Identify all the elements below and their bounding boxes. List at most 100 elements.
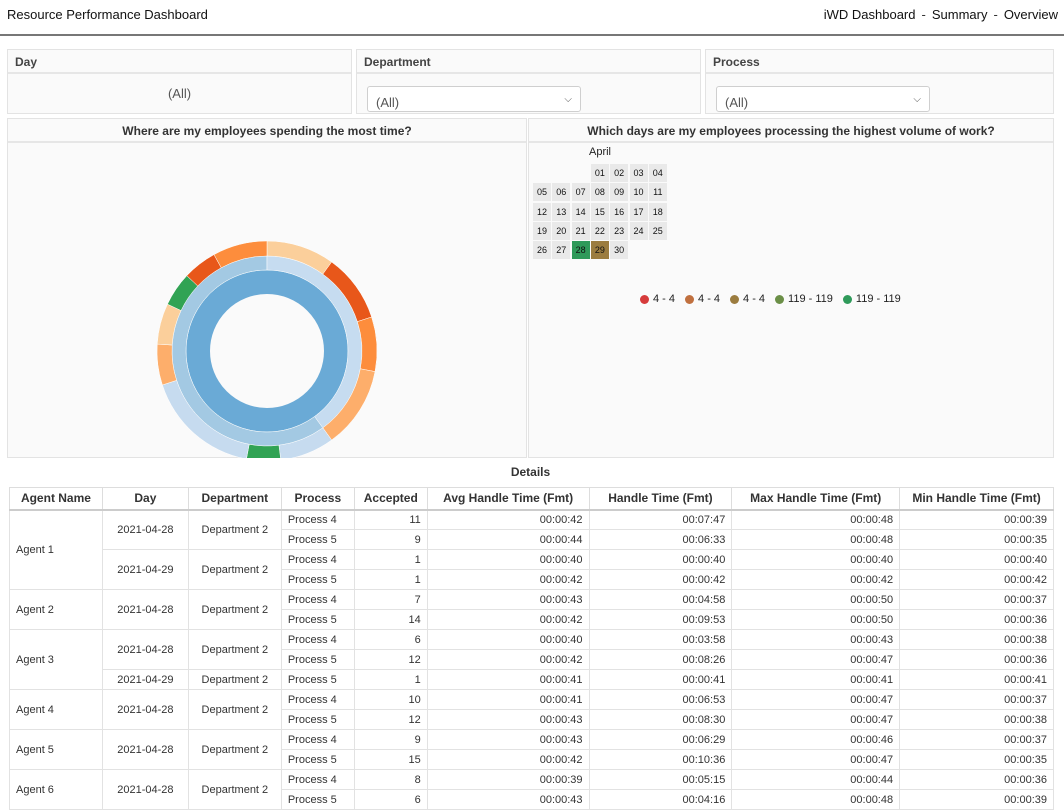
calendar-day-cell[interactable]: 06 xyxy=(552,183,571,202)
calendar-month-label: April xyxy=(589,146,612,158)
max-handle-time-cell: 00:00:44 xyxy=(731,769,901,790)
accepted-cell: 6 xyxy=(353,789,428,810)
min-handle-time-cell: 00:00:42 xyxy=(899,569,1054,590)
calendar-day-cell[interactable]: 16 xyxy=(610,202,629,221)
legend-item[interactable]: 119 - 119 xyxy=(775,293,833,305)
day-filter-value[interactable]: (All) xyxy=(167,86,192,101)
column-header[interactable]: Department xyxy=(187,487,282,511)
min-handle-time-cell: 00:00:40 xyxy=(899,549,1054,570)
column-header[interactable]: Avg Handle Time (Fmt) xyxy=(426,487,590,511)
calendar-day-cell[interactable]: 20 xyxy=(552,221,571,240)
table-row: Process 5 6 00:00:43 00:04:16 00:00:48 00:00:… xyxy=(10,789,1054,810)
calendar-day-cell[interactable]: 30 xyxy=(610,241,629,260)
calendar-day-cell[interactable]: 01 xyxy=(590,164,609,182)
min-handle-time-cell: 00:00:41 xyxy=(899,669,1054,690)
accepted-cell: 10 xyxy=(353,689,428,710)
calendar-day-cell[interactable]: 02 xyxy=(610,164,629,182)
calendar-day-cell[interactable]: 10 xyxy=(629,183,648,202)
details-table: Agent Name Day Department Process Accepted Av… xyxy=(9,487,1054,810)
department-select[interactable]: (All) ⌵ xyxy=(367,86,581,112)
column-header[interactable]: Min Handle Time (Fmt) xyxy=(899,487,1054,511)
column-header[interactable]: Handle Time (Fmt) xyxy=(588,487,733,511)
calendar-day-cell[interactable]: 09 xyxy=(610,183,629,202)
calendar-day-cell[interactable]: 13 xyxy=(552,202,571,221)
column-header[interactable]: Day xyxy=(101,487,189,511)
max-handle-time-cell: 00:00:48 xyxy=(731,509,901,530)
calendar-day-cell[interactable]: 11 xyxy=(648,183,667,202)
sunburst-outer-segment[interactable] xyxy=(246,444,281,458)
calendar-day-cell[interactable]: 25 xyxy=(648,221,667,240)
calendar-day-cell[interactable]: 26 xyxy=(533,241,551,260)
max-handle-time-cell: 00:00:50 xyxy=(731,609,901,630)
legend-item[interactable]: 119 - 119 xyxy=(842,293,901,305)
max-handle-time-cell: 00:00:47 xyxy=(731,709,901,730)
agent-name-cell: Agent 5 xyxy=(9,729,103,770)
calendar-day-cell[interactable]: 07 xyxy=(571,183,590,202)
table-row: 2021-04-29 Department 2 Process 5 1 00:00:41… xyxy=(10,669,1054,690)
calendar-day-cell[interactable]: 28 xyxy=(571,241,590,260)
calendar-day-cell[interactable]: 27 xyxy=(552,241,571,260)
accepted-cell: 12 xyxy=(353,709,428,730)
calendar-legend: 4 - 4 4 - 4 4 - 4 119 - 119 119 - 119 xyxy=(640,293,901,305)
day-cell: 2021-04-28 xyxy=(101,509,189,550)
calendar-day-cell[interactable]: 15 xyxy=(590,202,609,221)
calendar-day-cell[interactable]: 12 xyxy=(533,202,551,221)
sunburst-outer-segment[interactable] xyxy=(213,240,268,269)
chevron-down-icon: ⌵ xyxy=(913,94,921,105)
department-cell: Department 2 xyxy=(187,629,282,670)
sunburst-chart[interactable] xyxy=(8,144,528,458)
day-cell: 2021-04-29 xyxy=(101,669,189,690)
max-handle-time-cell: 00:00:42 xyxy=(731,569,901,590)
column-header[interactable]: Accepted xyxy=(353,487,428,511)
calendar-day-cell[interactable]: 14 xyxy=(571,202,590,221)
handle-time-cell: 00:06:53 xyxy=(588,689,733,710)
avg-handle-time-cell: 00:00:42 xyxy=(426,649,590,670)
legend-label: 4 - 4 xyxy=(698,293,721,305)
calendar-day-cell[interactable]: 05 xyxy=(533,183,551,202)
column-header[interactable]: Agent Name xyxy=(9,487,103,511)
calendar-day-cell[interactable]: 23 xyxy=(610,221,629,240)
legend-item[interactable]: 4 - 4 xyxy=(640,293,675,305)
max-handle-time-cell: 00:00:47 xyxy=(731,689,901,710)
process-select[interactable]: (All) ⌵ xyxy=(716,86,930,112)
nav-overview-link[interactable]: Overview xyxy=(1003,7,1058,22)
sunburst-inner-ring[interactable] xyxy=(186,270,348,432)
calendar-day-cell[interactable]: 17 xyxy=(629,202,648,221)
process-filter-panel: Process (All) ⌵ xyxy=(705,49,1054,114)
legend-item[interactable]: 4 - 4 xyxy=(730,293,765,305)
column-header[interactable]: Max Handle Time (Fmt) xyxy=(731,487,901,511)
handle-time-cell: 00:00:42 xyxy=(588,569,733,590)
avg-handle-time-cell: 00:00:39 xyxy=(426,769,590,790)
accepted-cell: 9 xyxy=(353,729,428,750)
column-header[interactable]: Process xyxy=(280,487,355,511)
min-handle-time-cell: 00:00:36 xyxy=(899,769,1054,790)
day-filter-panel: Day (All) xyxy=(7,49,352,114)
day-cell: 2021-04-28 xyxy=(101,689,189,730)
handle-time-cell: 00:09:53 xyxy=(588,609,733,630)
table-row: Process 5 14 00:00:42 00:09:53 00:00:50 00:00… xyxy=(10,609,1054,630)
nav-dashboard-link[interactable]: iWD Dashboard xyxy=(823,7,916,22)
process-cell: Process 4 xyxy=(280,729,355,750)
min-handle-time-cell: 00:00:38 xyxy=(899,629,1054,650)
nav-summary-link[interactable]: Summary xyxy=(931,7,988,22)
details-title: Details xyxy=(510,465,551,479)
legend-label: 119 - 119 xyxy=(788,293,833,305)
calendar-day-cell[interactable]: 08 xyxy=(590,183,609,202)
legend-item[interactable]: 4 - 4 xyxy=(685,293,720,305)
accepted-cell: 14 xyxy=(353,609,428,630)
calendar-day-cell[interactable]: 24 xyxy=(629,221,648,240)
table-row: Agent 4 2021-04-28 Department 2 Process 4 10… xyxy=(9,689,1054,730)
calendar-day-cell[interactable]: 21 xyxy=(571,221,590,240)
calendar-day-cell[interactable]: 04 xyxy=(648,164,667,182)
calendar-day-cell[interactable]: 19 xyxy=(533,221,551,240)
max-handle-time-cell: 00:00:47 xyxy=(731,649,901,670)
process-cell: Process 5 xyxy=(280,789,355,810)
calendar-day-cell[interactable]: 18 xyxy=(648,202,667,221)
calendar-day-cell[interactable]: 03 xyxy=(629,164,648,182)
table-row: 2021-04-29 Department 2 Process 4 1 00:00:40… xyxy=(10,549,1054,590)
avg-handle-time-cell: 00:00:43 xyxy=(426,789,590,810)
calendar-day-cell[interactable]: 22 xyxy=(590,221,609,240)
calendar-day-cell[interactable]: 29 xyxy=(590,241,609,260)
